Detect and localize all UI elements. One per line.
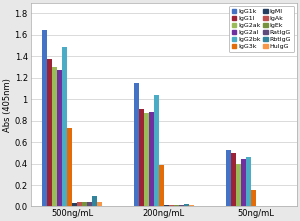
Bar [154, 95, 159, 206]
Bar [149, 112, 154, 206]
Bar [236, 164, 241, 206]
Y-axis label: Abs (405nm): Abs (405nm) [3, 78, 12, 131]
Bar [226, 150, 231, 206]
Bar [169, 205, 174, 206]
Bar [52, 67, 57, 206]
Bar [174, 205, 179, 206]
Bar [97, 202, 102, 206]
Bar [164, 205, 169, 206]
Bar [184, 204, 189, 206]
Bar [241, 159, 246, 206]
Bar [42, 30, 47, 206]
Bar [72, 203, 77, 206]
Bar [246, 157, 251, 206]
Bar [62, 47, 67, 206]
Bar [251, 190, 256, 206]
Bar [179, 205, 184, 206]
Bar [47, 59, 52, 206]
Bar [159, 165, 164, 206]
Bar [82, 202, 87, 206]
Legend: IgG1k, IgG1l, IgG2ak, IgG2al, IgG2bk, IgG3k, IgMl, IgAk, IgEk, RatIgG, RbtIgG, H: IgG1k, IgG1l, IgG2ak, IgG2al, IgG2bk, Ig… [229, 6, 294, 52]
Bar [144, 113, 149, 206]
Bar [139, 109, 144, 206]
Bar [92, 196, 97, 206]
Bar [77, 202, 82, 206]
Bar [231, 153, 236, 206]
Bar [134, 83, 139, 206]
Bar [87, 202, 92, 206]
Bar [57, 70, 62, 206]
Bar [67, 128, 72, 206]
Bar [189, 205, 194, 206]
